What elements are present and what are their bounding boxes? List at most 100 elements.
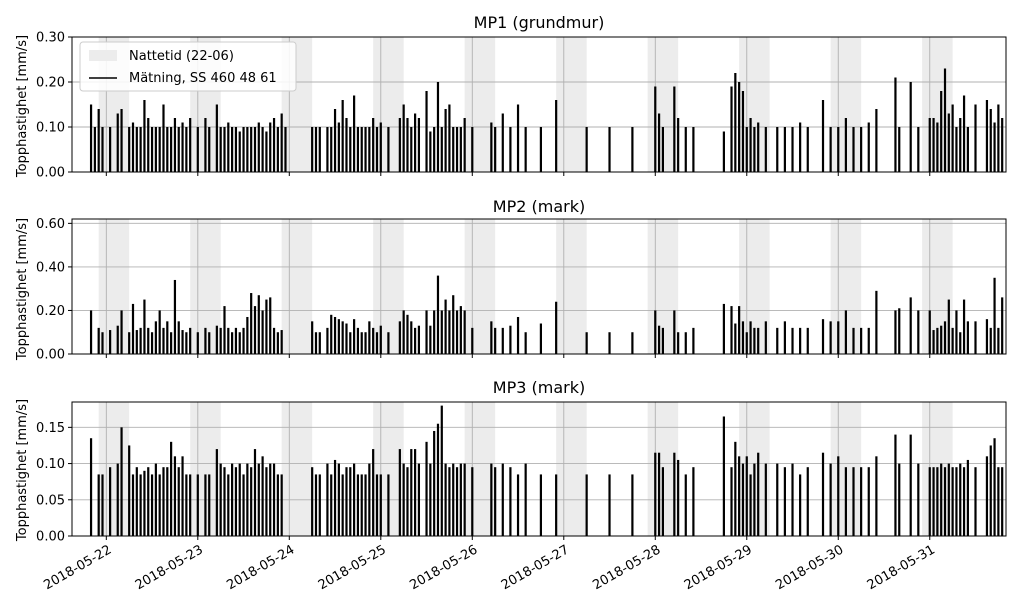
mp2-bar <box>555 301 558 354</box>
mp2-bar <box>330 314 333 354</box>
mp2-bar <box>372 327 375 354</box>
mp1-bar <box>909 82 912 172</box>
mp1-bar <box>425 91 428 172</box>
mp3-bar <box>116 463 119 536</box>
mp1-bar <box>314 127 318 172</box>
mp3-y-tick-label: 0.00 <box>36 530 65 545</box>
mp2-bar <box>433 310 436 354</box>
mp3-bar <box>509 467 512 536</box>
mp3-bar <box>860 467 863 536</box>
mp2-bar <box>150 332 154 354</box>
mp1-bar <box>943 68 947 172</box>
mp2-bar <box>333 316 337 354</box>
mp1-bar <box>109 127 112 172</box>
mp2-bar <box>909 297 912 354</box>
mp1-bar <box>962 95 966 172</box>
mp2-axes: 0.00 0.20 0.40 0.60 <box>36 217 1007 363</box>
mp1-bar <box>356 127 360 172</box>
mp2-bar <box>757 327 760 354</box>
mp1-bar <box>764 127 767 172</box>
mp2-bar <box>959 332 962 354</box>
mp3-bar <box>314 474 318 536</box>
mp2-bar <box>253 306 257 354</box>
mp3-bar <box>234 467 238 536</box>
mp1-bar <box>806 127 809 172</box>
mp1-bar <box>150 127 154 172</box>
mp2-bar <box>139 327 142 354</box>
mp2-bar <box>749 321 752 354</box>
mp2-bar <box>440 310 443 354</box>
mp2-bar <box>154 321 157 354</box>
mp3-bar <box>147 467 150 536</box>
mp2-bar <box>455 310 459 354</box>
mp2-bar <box>196 332 199 354</box>
mp1-bar <box>936 122 939 172</box>
mp2-bar <box>375 332 379 354</box>
mp3-bar <box>932 467 935 536</box>
mp2-bar <box>318 332 321 354</box>
mp2-bar <box>494 327 497 354</box>
mp3-bar <box>109 467 112 536</box>
mp2-bar <box>783 321 786 354</box>
mp3-bar <box>276 474 279 536</box>
mp2-axes-frame <box>71 218 1007 355</box>
mp2-bar <box>989 327 992 354</box>
mp1-bar <box>738 82 741 172</box>
mp1-bar <box>234 127 238 172</box>
mp2-bar <box>162 327 165 354</box>
mp3-bar <box>345 467 348 536</box>
mp1-bar <box>204 118 207 172</box>
mp3-bar <box>433 430 436 536</box>
mp1-bar <box>452 127 455 172</box>
mp1-bar <box>120 109 123 172</box>
mp3-bar <box>875 456 878 536</box>
mp1-bar <box>459 127 462 172</box>
mp1-bar <box>1001 118 1004 172</box>
mp3-bar <box>196 474 199 536</box>
mp2-bar <box>261 310 264 354</box>
mp1-bar <box>360 127 363 172</box>
mp2-bar <box>509 325 512 354</box>
mp2-bar <box>238 332 241 354</box>
mp1-night-span <box>556 37 587 172</box>
mp2-bar <box>97 327 100 354</box>
mp2-bar <box>692 327 695 354</box>
mp3-bar <box>101 474 104 536</box>
mp2-bar <box>837 321 840 354</box>
mp3-bar <box>799 474 802 536</box>
mp2-bar <box>463 310 466 354</box>
mp2-bar <box>414 327 417 354</box>
plot-layer: 0.00 0.10 0.20 0.30 0.00 0.20 0.40 0.60 0.00 0.05… <box>36 31 1007 593</box>
mp1-bar <box>284 127 287 172</box>
mp1-bar <box>898 127 901 172</box>
mp3-bar <box>356 474 360 536</box>
mp2-bar <box>406 314 409 354</box>
mp2-bar <box>425 310 428 354</box>
mp1-bar <box>93 127 96 172</box>
mp1-bar <box>242 127 245 172</box>
mp3-bar <box>631 474 634 536</box>
mp1-bar <box>410 127 413 172</box>
mp2-y-tick-label: 0.00 <box>36 348 65 363</box>
mp2-bar <box>734 323 737 354</box>
mp1-bar <box>654 86 657 172</box>
mp3-bar <box>997 467 1000 536</box>
mp1-bar <box>490 122 493 172</box>
mp2-night-span <box>281 219 313 354</box>
mp1-bar <box>417 118 421 172</box>
mp2-bar <box>234 327 238 354</box>
mp2-bar <box>654 310 657 354</box>
mp2-bar <box>116 325 119 354</box>
mp3-bar <box>928 467 931 536</box>
mp3-bar <box>985 456 989 536</box>
mp2-y-tick-label: 0.20 <box>36 304 65 319</box>
mp3-bar <box>97 474 100 536</box>
mp2-bar <box>364 332 367 354</box>
mp1-bar <box>875 109 878 172</box>
mp2-bar <box>631 332 634 354</box>
mp3-bar <box>257 463 260 536</box>
mp3-bar <box>242 474 245 536</box>
mp3-bar <box>318 474 321 536</box>
mp3-bar <box>185 474 188 536</box>
